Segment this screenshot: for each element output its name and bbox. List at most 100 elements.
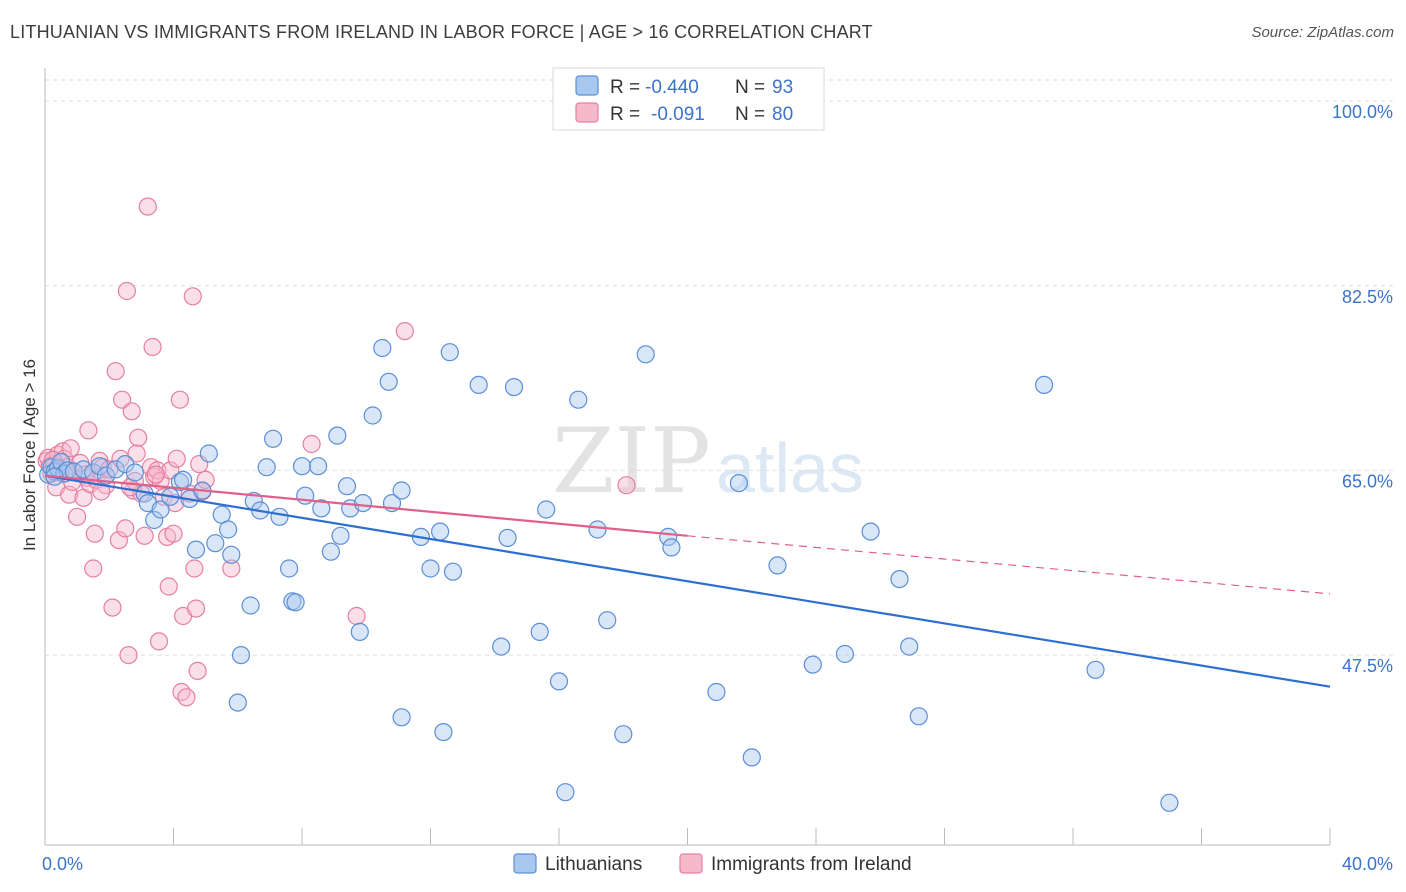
legend-r-label-1: R = (610, 104, 640, 125)
point-lithuanians (588, 520, 607, 539)
point-lithuanians (556, 783, 575, 802)
legend-r-value-1: -0.091 (651, 104, 705, 125)
point-lithuanians (614, 725, 633, 744)
point-lithuanians (707, 682, 726, 702)
point-lithuanians (498, 528, 517, 548)
point-lithuanians (270, 507, 289, 526)
point-ireland (159, 577, 178, 596)
point-lithuanians (125, 463, 144, 482)
point-ireland (302, 434, 321, 454)
watermark-zip: ZIP (552, 409, 711, 514)
bottom-legend-label-lithuanians: Lithuanians (545, 854, 642, 875)
point-ireland (129, 428, 148, 447)
point-ireland (395, 322, 414, 341)
point-lithuanians (469, 375, 488, 394)
chart-title: LITHUANIAN VS IMMIGRANTS FROM IRELAND IN… (10, 22, 873, 42)
bottom-legend-swatch-ireland (679, 853, 703, 874)
legend-r-value-0: -0.440 (645, 77, 699, 98)
point-ireland (188, 661, 207, 681)
watermark: ZIP atlas (552, 409, 864, 514)
legend-swatch-lithuanians (575, 75, 599, 96)
series-immigrants-from-ireland (37, 197, 636, 707)
point-lithuanians (328, 426, 347, 445)
point-lithuanians (1086, 660, 1105, 679)
point-ireland (177, 688, 196, 707)
point-lithuanians (106, 460, 125, 479)
point-lithuanians (257, 458, 276, 477)
bottom-legend-label-ireland: Immigrants from Ireland (711, 854, 912, 875)
point-ireland (67, 507, 87, 526)
point-lithuanians (900, 637, 919, 656)
point-ireland (103, 598, 122, 617)
point-lithuanians (331, 526, 350, 545)
point-lithuanians (803, 655, 822, 674)
point-lithuanians (492, 637, 511, 656)
point-ireland (143, 337, 162, 357)
point-lithuanians (363, 406, 382, 425)
grid (45, 79, 1394, 656)
point-lithuanians (206, 534, 225, 553)
point-ireland (127, 444, 146, 463)
y-tick-labels: 47.5% 65.0% 82.5% 100.0% (1332, 102, 1393, 676)
legend: R = -0.440 N = 93 R = -0.091 N = 80 (552, 67, 825, 131)
point-lithuanians (537, 500, 556, 519)
point-lithuanians (392, 708, 411, 727)
point-ireland (111, 449, 130, 468)
point-lithuanians (280, 559, 299, 578)
point-lithuanians (598, 611, 617, 630)
point-ireland (617, 476, 636, 495)
point-ireland (167, 449, 186, 468)
point-lithuanians (337, 477, 357, 496)
point-ireland (222, 559, 241, 578)
point-lithuanians (286, 593, 305, 612)
point-lithuanians (219, 520, 238, 539)
point-ireland (106, 362, 125, 381)
point-lithuanians (392, 481, 411, 500)
point-lithuanians (353, 494, 373, 513)
x-tick-labels: 0.0% 40.0% (42, 854, 1393, 874)
point-lithuanians (292, 457, 312, 476)
point-lithuanians (350, 622, 369, 642)
point-lithuanians (434, 722, 453, 742)
point-ireland (196, 470, 215, 489)
point-lithuanians (264, 429, 283, 448)
y-tick-label: 82.5% (1342, 287, 1393, 307)
axes (44, 68, 1331, 846)
x-tick-label-max: 40.0% (1342, 854, 1393, 874)
point-lithuanians (742, 748, 761, 767)
point-lithuanians (1160, 793, 1179, 812)
point-ireland (85, 524, 104, 543)
source-credit: Source: ZipAtlas.com (1251, 24, 1394, 41)
point-ireland (116, 519, 135, 538)
point-ireland (109, 530, 129, 550)
legend-swatch-ireland (575, 102, 599, 123)
trend-line-lithuanians (44, 474, 1331, 688)
point-lithuanians (174, 470, 193, 489)
point-lithuanians (373, 338, 392, 358)
point-ireland (84, 559, 103, 578)
point-ireland (172, 682, 191, 702)
series-lithuanians (39, 338, 1179, 812)
point-lithuanians (549, 672, 569, 691)
point-lithuanians (145, 510, 164, 530)
bottom-legend: Lithuanians Immigrants from Ireland (513, 853, 912, 875)
point-lithuanians (170, 472, 189, 492)
point-lithuanians (662, 538, 681, 557)
point-lithuanians (222, 545, 241, 564)
point-lithuanians (241, 596, 260, 615)
point-lithuanians (530, 622, 549, 642)
legend-n-value-0: 93 (772, 77, 793, 98)
point-lithuanians (890, 569, 909, 589)
point-ireland (146, 465, 165, 484)
point-lithuanians (151, 500, 170, 519)
y-axis-label: In Labor Force | Age > 16 (20, 359, 39, 551)
point-lithuanians (186, 540, 206, 559)
trend-lines (44, 474, 1331, 688)
point-lithuanians (768, 556, 787, 575)
point-lithuanians (909, 707, 928, 726)
point-lithuanians (1034, 375, 1054, 394)
x-tick-label-min: 0.0% (42, 854, 83, 874)
point-lithuanians (440, 343, 459, 362)
point-ireland (119, 645, 138, 665)
bottom-legend-swatch-lithuanians (513, 853, 537, 874)
